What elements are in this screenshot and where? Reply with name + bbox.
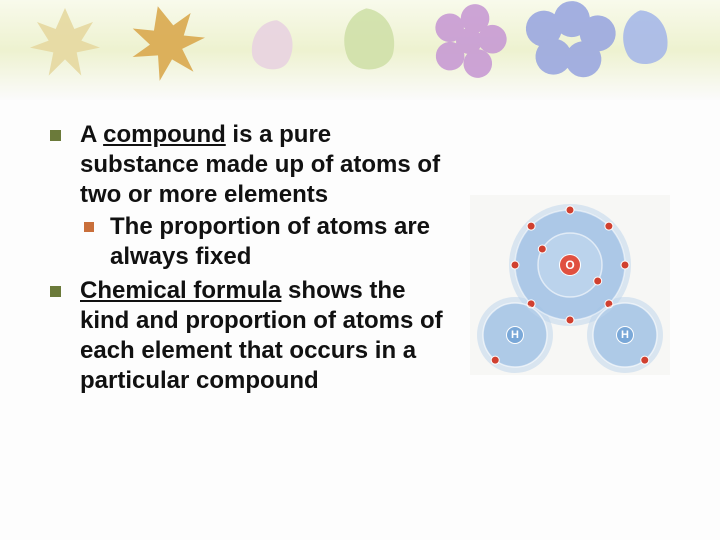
sub-bullet-list-1: The proportion of atoms are always fixed <box>80 212 450 272</box>
decorative-banner <box>0 0 720 100</box>
svg-text:H: H <box>621 329 629 341</box>
banner-svg <box>0 0 720 100</box>
bullet-1-underlined: compound <box>103 121 226 148</box>
bullet-2-underlined: Chemical formula <box>80 277 281 304</box>
bullet-list: A compound is a pure substance made up o… <box>50 120 450 396</box>
svg-text:H: H <box>511 329 519 341</box>
bullet-1: A compound is a pure substance made up o… <box>50 120 450 272</box>
svg-text:O: O <box>565 258 574 272</box>
text-column: A compound is a pure substance made up o… <box>50 120 450 400</box>
bullet-2: Chemical formula shows the kind and prop… <box>50 276 450 396</box>
slide-content: A compound is a pure substance made up o… <box>0 100 720 400</box>
water-molecule-diagram: O H H <box>470 195 670 375</box>
sub-bullet-1-1: The proportion of atoms are always fixed <box>80 212 450 272</box>
bullet-1-prefix: A <box>80 121 103 148</box>
image-column: O H H <box>450 120 690 400</box>
